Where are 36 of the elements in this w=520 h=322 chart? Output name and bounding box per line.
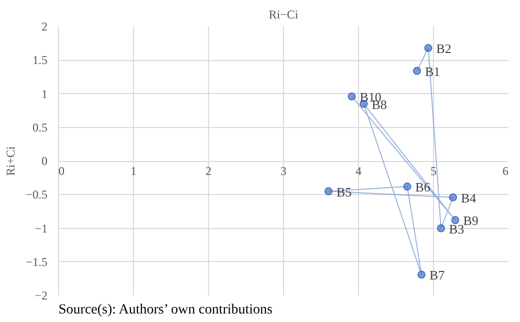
x-tick-label: 5 <box>430 164 436 178</box>
data-label: B2 <box>436 41 452 56</box>
x-tick-label: 1 <box>130 164 136 178</box>
y-axis-title: Ri+Ci <box>4 146 18 176</box>
data-label: B7 <box>430 268 446 283</box>
y-tick-label: −0.5 <box>26 188 48 202</box>
data-label: B1 <box>425 64 440 79</box>
point <box>424 44 432 52</box>
point <box>403 182 412 191</box>
data-label: B4 <box>461 190 477 206</box>
point <box>437 224 445 232</box>
y-tick-label: −1 <box>34 221 48 236</box>
y-tick-label: −1.5 <box>26 254 48 269</box>
data-label: B9 <box>463 213 478 228</box>
data-label: B5 <box>336 184 352 200</box>
point <box>418 270 426 279</box>
point <box>348 92 356 100</box>
data-label: B6 <box>415 180 431 195</box>
chart-title: Ri−Ci <box>268 8 299 22</box>
point <box>324 187 332 196</box>
point <box>413 66 421 75</box>
y-tick-label: 1 <box>42 86 48 101</box>
point <box>449 193 457 202</box>
y-tick-label: −2 <box>34 288 48 302</box>
source-note: Source(s): Authors’ own contributions <box>58 302 272 318</box>
y-tick-label: 0.5 <box>32 120 48 134</box>
x-tick-label: 0 <box>58 164 64 178</box>
y-tick-label: 2 <box>42 20 48 34</box>
x-tick-label: 2 <box>206 164 212 178</box>
point <box>451 216 460 224</box>
y-tick-label: 1.5 <box>32 53 48 68</box>
y-tick-label: 0 <box>42 154 48 168</box>
data-label: B3 <box>449 221 464 236</box>
x-tick-label: 4 <box>356 164 362 178</box>
x-tick-label: 6 <box>502 164 508 178</box>
x-tick-label: 3 <box>280 164 286 178</box>
